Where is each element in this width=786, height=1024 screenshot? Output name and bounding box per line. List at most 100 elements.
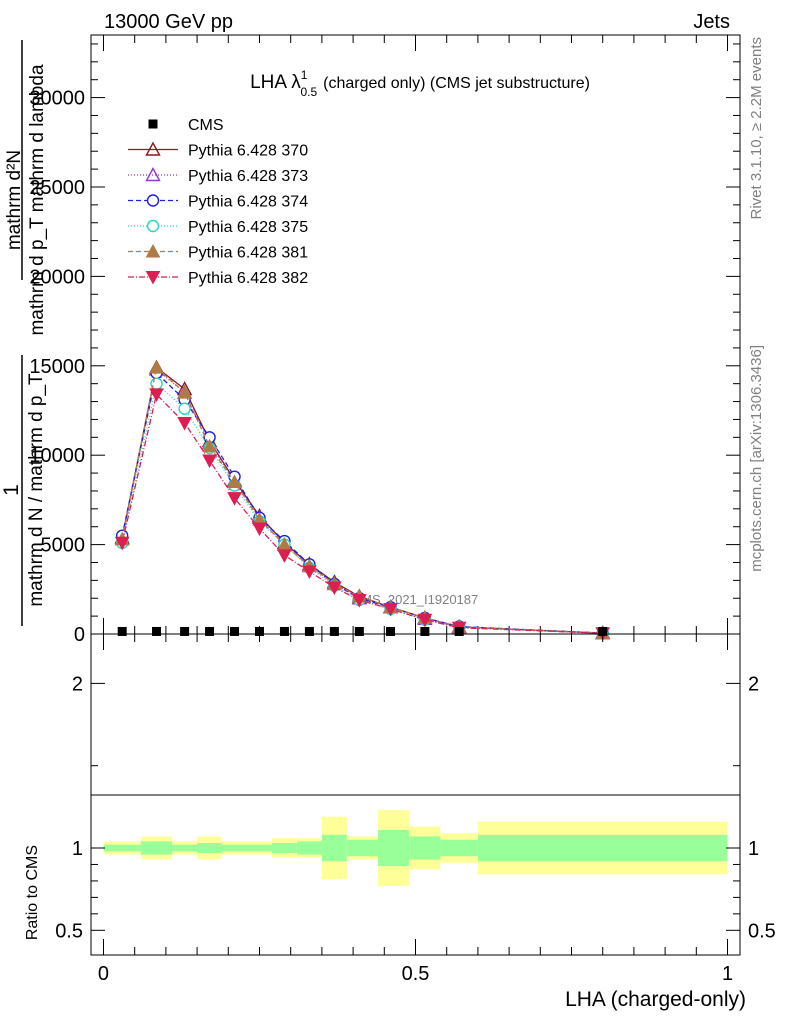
legend-marker-cms — [148, 119, 158, 129]
cms-point — [598, 626, 608, 636]
upper-y-axis-title: 1 mathrm d N / mathrm d p_T mathrm d²N m… — [0, 40, 48, 626]
title-main: LHA λ — [250, 72, 301, 93]
ratio-band-inner — [271, 843, 297, 853]
analysis-watermark: CMS_2021_I1920187 — [352, 592, 479, 607]
x-tick-label: 0.5 — [402, 963, 430, 985]
ylabel-denominator-1: mathrm d N / mathrm d p_T — [26, 373, 47, 607]
cms-point — [354, 626, 364, 636]
ratio-band-inner — [103, 844, 141, 852]
ylabel-numerator-2: mathrm d²N — [4, 150, 25, 250]
legend-label-p370: Pythia 6.428 370 — [188, 143, 308, 160]
ratio-y-tick-label: 2 — [72, 673, 83, 695]
series-marker-p382 — [252, 522, 267, 537]
legend-marker-p381 — [145, 243, 161, 258]
x-tick-label: 0 — [98, 963, 109, 985]
y-tick-label: 5000 — [41, 535, 86, 557]
cms-point — [152, 626, 162, 636]
header-right-label: Jets — [693, 11, 730, 33]
series-marker-p381 — [227, 474, 242, 489]
ratio-band-inner — [346, 839, 379, 857]
ratio-band-inner — [378, 829, 410, 867]
ratio-band-inner — [321, 834, 347, 862]
ratio-y-tick-label: 1 — [72, 838, 83, 860]
x-tick-label: 1 — [722, 963, 733, 985]
legend-label-p375: Pythia 6.428 375 — [188, 219, 308, 236]
y-tick-label: 0 — [74, 624, 85, 646]
legend-label-p373: Pythia 6.428 373 — [188, 168, 308, 185]
y-tick-label: 15000 — [29, 356, 85, 378]
legend-marker-p375 — [146, 219, 160, 233]
ratio-band-inner — [222, 844, 248, 852]
cms-point — [386, 626, 396, 636]
x-axis-title: LHA (charged-only) — [565, 988, 746, 1011]
cms-point — [254, 626, 264, 636]
cms-point — [420, 626, 430, 636]
legend-label-cms: CMS — [188, 117, 224, 134]
legend-marker-p370 — [145, 141, 161, 156]
ratio-band-inner — [197, 843, 223, 853]
ratio-band-inner — [296, 841, 322, 855]
series-marker-p382 — [177, 417, 192, 431]
ratio-y-tick-label-right: 2 — [748, 673, 759, 695]
ratio-band-inner — [409, 836, 441, 860]
legend-label-p374: Pythia 6.428 374 — [188, 194, 308, 211]
ratio-uncertainty-bands — [103, 810, 728, 886]
title-subscript: 0.5 — [300, 85, 317, 99]
ylabel-denominator-2: mathrm d p_T mathrm d lambda — [27, 64, 48, 335]
legend-label-p382: Pythia 6.428 382 — [188, 270, 308, 287]
rivet-version-label: Rivet 3.1.10, ≥ 2.2M events — [748, 37, 765, 220]
cms-point — [279, 626, 289, 636]
legend-marker-p373 — [145, 167, 161, 182]
series-line-p381 — [121, 366, 603, 634]
series-line-p382 — [121, 393, 603, 634]
legend-marker-p374 — [146, 194, 160, 207]
series-marker-p382 — [202, 454, 217, 469]
ratio-y-axis-title: Ratio to CMS — [24, 845, 41, 940]
series-marker-p382 — [417, 613, 433, 628]
legend-marker-p382 — [145, 271, 161, 285]
ratio-band-inner — [172, 844, 198, 852]
ratio-band-inner — [440, 839, 478, 857]
series-marker-p382 — [383, 602, 398, 617]
series-marker-p382 — [149, 388, 164, 402]
series-marker-p382 — [277, 549, 292, 563]
series-marker-p375 — [178, 402, 191, 415]
lower-y-ticks: 0.5 0.5 1 1 2 2 — [55, 673, 776, 942]
ratio-band-inner — [140, 841, 173, 855]
upper-plot-title: LHA λ1 0.5 (charged only) (CMS jet substru… — [250, 68, 590, 99]
cms-point — [180, 626, 190, 636]
cms-point — [304, 626, 314, 636]
y-tick-label: 20000 — [29, 266, 85, 288]
ratio-band-inner — [247, 844, 272, 852]
y-tick-label: 25000 — [29, 177, 85, 199]
cms-point — [454, 626, 464, 636]
ratio-y-tick-label: 0.5 — [55, 920, 83, 942]
series-marker-p382 — [114, 536, 130, 551]
legend-label-p381: Pythia 6.428 381 — [188, 245, 308, 262]
series-marker-p381 — [149, 360, 164, 374]
ratio-y-tick-label-right: 0.5 — [748, 920, 776, 942]
y-tick-label: 10000 — [29, 445, 85, 467]
series-marker-p382 — [351, 594, 367, 608]
cms-point — [117, 626, 127, 636]
series-marker-p381 — [177, 385, 192, 399]
mcplots-reference-label: mcplots.cern.ch [arXiv:1306.3436] — [748, 345, 765, 572]
title-rest: (charged only) (CMS jet substructure) — [323, 75, 590, 92]
lower-x-ticks: 0 0.5 1 — [98, 634, 733, 985]
header-left-label: 13000 GeV pp — [104, 11, 233, 33]
series-marker-p382 — [327, 581, 342, 596]
cms-point — [230, 626, 240, 636]
ratio-band-inner — [477, 834, 728, 862]
series-marker-p382 — [227, 492, 242, 506]
cms-point — [329, 626, 339, 636]
mc-series-lines — [114, 359, 611, 641]
ylabel-numerator-1: 1 — [0, 484, 23, 496]
cms-data-points — [117, 626, 608, 636]
series-marker-p382 — [302, 565, 317, 579]
upper-y-ticks: 0 5000 10000 15000 20000 25000 30000 — [29, 43, 740, 646]
series-marker-p381 — [202, 438, 217, 453]
cms-point — [205, 626, 215, 636]
legend: CMS Pythia 6.428 370 Pythia 6.428 373 Pythi… — [128, 117, 308, 287]
y-tick-label: 30000 — [29, 88, 85, 110]
